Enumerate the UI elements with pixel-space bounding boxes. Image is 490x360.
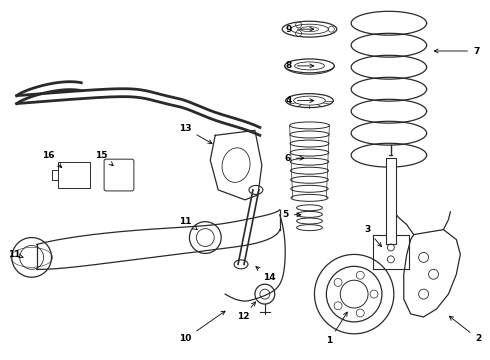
Text: 11: 11 xyxy=(179,217,197,230)
Text: 7: 7 xyxy=(434,46,479,55)
Text: 4: 4 xyxy=(286,96,314,105)
FancyBboxPatch shape xyxy=(386,158,396,244)
Text: 5: 5 xyxy=(283,210,301,219)
Text: 13: 13 xyxy=(179,124,212,143)
Text: 8: 8 xyxy=(286,62,314,71)
FancyBboxPatch shape xyxy=(58,162,90,188)
Text: 14: 14 xyxy=(256,267,276,282)
Text: 15: 15 xyxy=(95,151,113,166)
Text: 6: 6 xyxy=(285,154,304,163)
Text: 16: 16 xyxy=(42,151,62,167)
Text: 3: 3 xyxy=(364,225,382,247)
FancyBboxPatch shape xyxy=(104,159,134,191)
Text: 12: 12 xyxy=(237,302,255,321)
Text: 1: 1 xyxy=(326,312,347,345)
Text: 10: 10 xyxy=(179,311,225,343)
Text: 11: 11 xyxy=(7,250,23,259)
Text: 2: 2 xyxy=(449,316,481,343)
Text: 9: 9 xyxy=(286,25,314,34)
